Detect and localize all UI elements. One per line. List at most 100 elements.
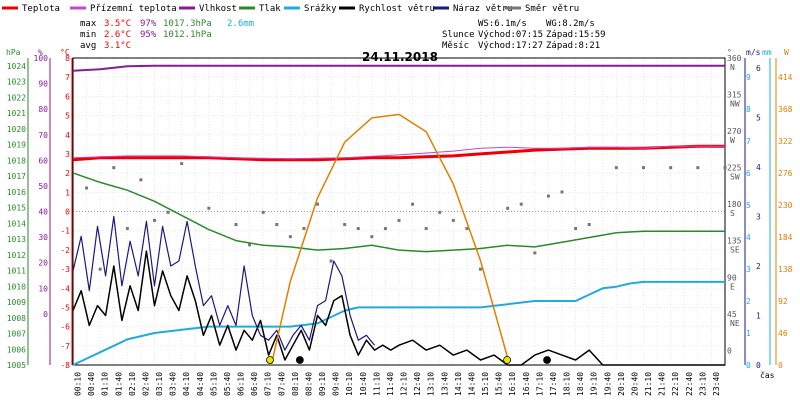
- wind-direction-point: [424, 227, 428, 231]
- series-line-tlak: [72, 172, 725, 253]
- tick-w: 276: [778, 169, 793, 178]
- tick-c: 4: [65, 131, 70, 140]
- event-marker-sunset: [503, 356, 512, 364]
- tick-pct: 100: [34, 54, 49, 63]
- series-line-vlhkost: [72, 64, 725, 72]
- chart-title: 24.11.2018: [362, 50, 438, 64]
- legend-label: Teplota: [22, 4, 60, 14]
- tick-x: 09:10: [318, 372, 327, 396]
- tick-x: 04:10: [182, 372, 191, 396]
- wind-direction-point: [669, 166, 673, 170]
- series-line-rychlost-větru: [72, 250, 725, 366]
- tick-x: 05:10: [209, 372, 218, 396]
- wind-direction-point: [125, 227, 129, 231]
- tick-x: 08:40: [304, 372, 313, 396]
- tick-x: 03:40: [169, 372, 178, 396]
- tick-x: 01:10: [101, 372, 110, 396]
- tick-x: 00:10: [74, 372, 83, 396]
- tick-hpa: 1006: [7, 345, 26, 354]
- wind-direction-point: [153, 218, 156, 222]
- tick-dir: 45: [727, 310, 737, 319]
- moonset-time: Západ:8:21: [546, 41, 600, 51]
- wind-direction-point: [112, 166, 116, 170]
- x-axis-label: čas: [760, 371, 775, 380]
- tick-dir-compass: SE: [730, 246, 740, 255]
- wind-direction-point: [723, 166, 727, 170]
- tick-hpa: 1007: [7, 330, 26, 339]
- tick-hpa: 1023: [7, 78, 26, 87]
- tick-hpa: 1021: [7, 109, 26, 118]
- sunrise-time: Východ:07:15: [478, 30, 543, 40]
- tick-c: 3: [65, 150, 70, 159]
- legend-label: Rychlost větru: [359, 4, 435, 14]
- sunset-time: Západ:15:59: [546, 30, 606, 40]
- wind-gust-info: WG:8.2m/s: [546, 19, 595, 29]
- tick-pct: 10: [38, 284, 48, 293]
- tick-w: 184: [778, 233, 793, 242]
- tick-ms: 1: [756, 311, 761, 320]
- wind-direction-point: [261, 210, 265, 214]
- wind-direction-point: [438, 210, 442, 214]
- tick-x: 04:40: [196, 372, 205, 396]
- tick-c: -3: [60, 265, 70, 274]
- tick-mm: 5: [746, 201, 751, 210]
- tick-ms: 2: [756, 262, 761, 271]
- tick-x: 07:10: [264, 372, 273, 396]
- wind-direction-point: [234, 222, 238, 226]
- tick-dir: 225: [727, 164, 742, 173]
- tick-x: 02:10: [128, 372, 137, 396]
- legend-label: Náraz větru: [453, 4, 513, 14]
- tick-pct: 80: [38, 105, 48, 114]
- stat-value: max: [80, 19, 97, 29]
- stat-value: 3.1°C: [104, 41, 131, 51]
- series-line-přízemní-teplota: [72, 145, 725, 160]
- tick-hpa: 1011: [7, 267, 26, 276]
- tick-pct: 70: [38, 131, 48, 140]
- tick-mm: 2: [746, 297, 751, 306]
- tick-ms: 0: [756, 361, 761, 370]
- series-line-teplota: [72, 144, 725, 162]
- tick-x: 05:40: [223, 372, 232, 396]
- wind-speed-info: WS:6.1m/s: [478, 19, 527, 29]
- tick-x: 00:40: [87, 372, 96, 396]
- tick-c: 0: [65, 208, 70, 217]
- tick-x: 06:10: [237, 372, 246, 396]
- wind-direction-point: [166, 210, 170, 214]
- wind-direction-point: [98, 267, 102, 271]
- tick-x: 10:10: [345, 372, 354, 396]
- tick-pct: 90: [38, 80, 48, 89]
- tick-dir: 180: [727, 200, 742, 209]
- tick-ms: 6: [756, 64, 761, 73]
- tick-dir: 135: [727, 237, 742, 246]
- tick-mm: 9: [746, 73, 751, 82]
- tick-ms: 5: [756, 113, 761, 122]
- tick-x: 06:40: [250, 372, 259, 396]
- tick-c: -8: [60, 361, 70, 370]
- wind-direction-point: [519, 202, 523, 206]
- wind-direction-point: [288, 235, 292, 239]
- wind-direction-point: [560, 190, 564, 194]
- wind-direction-point: [383, 227, 387, 231]
- tick-x: 23:40: [712, 372, 721, 396]
- tick-c: -2: [60, 246, 70, 255]
- stat-value: min: [80, 30, 96, 40]
- event-marker-moonset: [295, 356, 304, 364]
- tick-x: 01:40: [114, 372, 123, 396]
- moon-label: Měsíc: [442, 41, 469, 51]
- tick-c: 1: [65, 188, 70, 197]
- tick-x: 19:40: [603, 372, 612, 396]
- tick-x: 17:10: [535, 372, 544, 396]
- tick-pct: 20: [38, 259, 48, 268]
- series-line-sluneční-záření: [270, 113, 509, 366]
- axis-title-ms: m/s: [746, 48, 761, 57]
- tick-mm: 7: [746, 137, 751, 146]
- tick-c: 8: [65, 54, 70, 63]
- tick-x: 18:10: [563, 372, 572, 396]
- tick-ms: 3: [756, 212, 761, 221]
- tick-dir-compass: NE: [730, 319, 740, 328]
- tick-dir: 315: [727, 91, 742, 100]
- tick-pct: 0: [43, 310, 48, 319]
- tick-hpa: 1009: [7, 298, 26, 307]
- legend-label: Tlak: [259, 4, 281, 14]
